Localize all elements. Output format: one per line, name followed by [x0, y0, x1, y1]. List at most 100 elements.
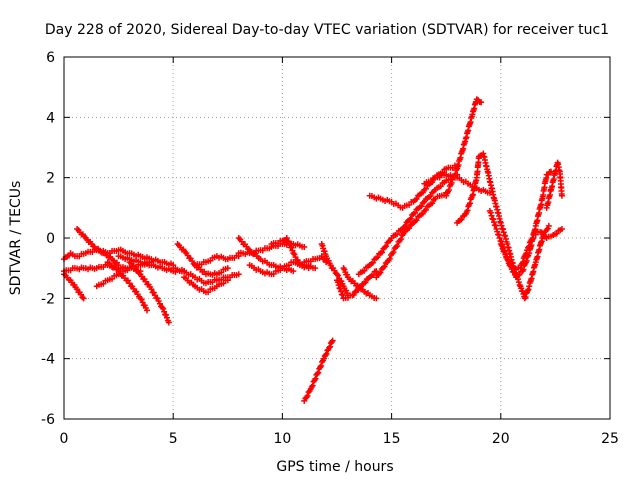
data-point: [285, 238, 292, 245]
data-point: [394, 231, 401, 238]
data-point: [386, 255, 393, 262]
data-point: [458, 216, 465, 223]
data-point: [516, 282, 523, 289]
data-point: [165, 319, 172, 326]
data-point: [290, 268, 297, 275]
data-point: [288, 244, 295, 251]
data-point: [499, 245, 506, 252]
data-point: [326, 344, 333, 351]
data-point: [350, 291, 357, 298]
series-arc-2: [61, 271, 87, 302]
y-tick-label: 2: [46, 171, 55, 187]
data-point: [383, 243, 390, 250]
data-point: [488, 212, 495, 219]
x-axis-label: GPS time / hours: [276, 459, 393, 475]
series-arc-21: [340, 265, 380, 302]
data-point: [429, 200, 436, 207]
data-point: [338, 288, 345, 295]
x-tick-label: 15: [383, 431, 401, 447]
data-point: [322, 352, 329, 359]
series-arc-7: [126, 259, 172, 326]
data-point: [339, 292, 346, 299]
data-point: [301, 244, 308, 251]
data-point: [490, 219, 497, 226]
series-arc-11: [181, 274, 231, 296]
y-tick-label: 0: [46, 231, 55, 247]
data-point: [496, 235, 503, 241]
data-point: [490, 216, 497, 223]
data-point: [407, 215, 414, 222]
series-arc-6: [104, 259, 150, 314]
series-arc-29: [497, 225, 565, 273]
data-point: [337, 285, 344, 292]
y-tick-label: 4: [46, 110, 55, 126]
data-point: [422, 206, 429, 213]
data-point: [516, 271, 523, 278]
data-point: [305, 265, 312, 272]
data-point: [377, 269, 384, 276]
data-point: [397, 236, 404, 243]
data-point: [374, 254, 381, 261]
data-point: [283, 235, 290, 241]
data-point: [381, 263, 388, 270]
y-tick-label: -4: [41, 352, 55, 368]
data-point: [315, 369, 322, 376]
grid: [64, 57, 610, 419]
data-point: [517, 265, 524, 272]
data-point: [161, 308, 168, 315]
data-point: [498, 242, 505, 249]
data-point: [525, 243, 532, 250]
x-tick-label: 25: [601, 431, 619, 447]
x-tick-label: 0: [60, 431, 69, 447]
data-point: [163, 311, 170, 318]
data-point: [502, 251, 509, 258]
data-point: [304, 392, 311, 399]
data-point: [329, 337, 336, 344]
y-tick-label: 6: [46, 50, 55, 66]
chart-title: Day 228 of 2020, Sidereal Day-to-day VTE…: [45, 22, 609, 38]
series-arc-9: [174, 241, 231, 278]
x-tick-label: 10: [273, 431, 291, 447]
data-point: [148, 286, 155, 293]
data-point: [394, 242, 401, 249]
data-point: [478, 99, 485, 106]
data-point: [529, 235, 536, 242]
data-point: [369, 259, 376, 266]
data-point: [163, 314, 170, 321]
data-point: [427, 192, 434, 199]
data-point: [335, 282, 342, 289]
data-point: [520, 266, 527, 273]
data-point: [422, 185, 429, 192]
data-point: [558, 192, 565, 199]
data-point: [448, 179, 455, 186]
data-point: [323, 350, 330, 357]
data-point: [515, 279, 522, 286]
data-point: [406, 225, 413, 232]
series-arc-28: [486, 168, 555, 281]
data-point: [309, 382, 316, 389]
data-series: [61, 96, 565, 404]
series-arc-26: [443, 96, 485, 199]
series-arc-16: [268, 235, 312, 272]
series-arc-24: [366, 162, 461, 211]
data-point: [80, 295, 87, 302]
data-point: [379, 249, 386, 256]
data-point: [312, 375, 319, 382]
data-point: [418, 203, 425, 210]
data-point: [452, 171, 459, 178]
data-point: [143, 307, 150, 314]
data-point: [487, 209, 494, 216]
data-point: [373, 295, 380, 302]
data-point: [523, 250, 530, 257]
data-point: [390, 249, 397, 256]
data-point: [286, 241, 293, 248]
data-point: [402, 222, 409, 229]
series-arc-12: [192, 252, 242, 269]
data-point: [558, 225, 565, 232]
data-point: [523, 257, 530, 264]
data-point: [466, 200, 473, 207]
data-point: [492, 222, 499, 229]
data-point: [501, 248, 508, 255]
data-point: [412, 209, 418, 216]
